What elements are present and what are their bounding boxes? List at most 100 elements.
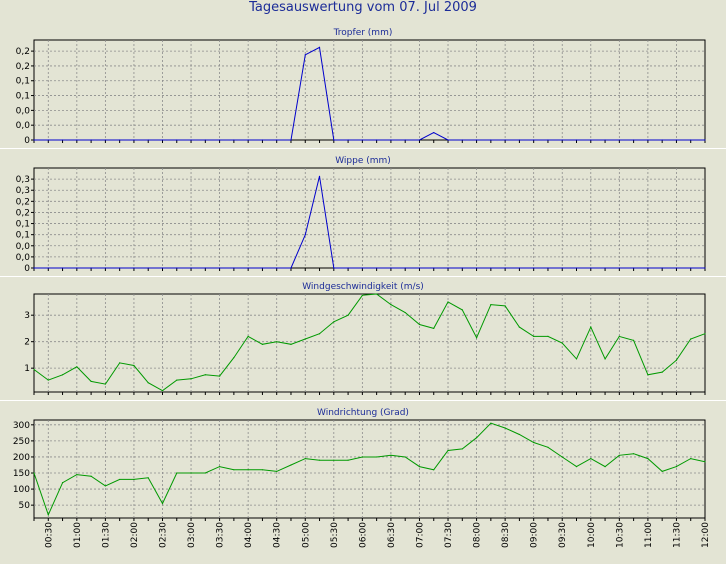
data-point bbox=[475, 267, 478, 269]
data-point bbox=[504, 139, 506, 141]
data-point bbox=[190, 139, 192, 141]
data-point bbox=[304, 457, 306, 460]
x-tick-label: 04:30 bbox=[273, 522, 283, 548]
data-point bbox=[690, 139, 692, 141]
y-tick-label: 0,1 bbox=[16, 220, 30, 230]
y-tick-label: 0,2 bbox=[16, 197, 30, 207]
data-point bbox=[276, 139, 278, 141]
data-point bbox=[161, 502, 164, 505]
data-point bbox=[233, 356, 235, 359]
y-tick-label: 0 bbox=[24, 264, 30, 274]
x-tick-label: 12:00 bbox=[701, 522, 711, 548]
data-point bbox=[304, 338, 306, 340]
data-point bbox=[333, 139, 335, 141]
data-point bbox=[347, 267, 349, 269]
data-point bbox=[290, 464, 292, 466]
data-point bbox=[133, 364, 135, 367]
data-point bbox=[675, 465, 678, 468]
x-tick-label: 08:30 bbox=[501, 522, 511, 548]
data-point bbox=[361, 267, 363, 269]
data-point bbox=[518, 433, 521, 436]
x-tick-label: 02:00 bbox=[130, 522, 140, 548]
x-tick-label: 03:00 bbox=[187, 522, 197, 548]
data-point bbox=[147, 382, 149, 384]
y-tick-label: 50 bbox=[19, 501, 31, 511]
x-tick-label: 10:00 bbox=[587, 522, 597, 548]
data-point bbox=[604, 267, 606, 269]
data-point bbox=[633, 339, 635, 341]
x-tick-label: 06:00 bbox=[358, 522, 368, 548]
data-point bbox=[504, 305, 506, 307]
x-tick-label: 04:00 bbox=[244, 522, 254, 548]
data-point bbox=[33, 139, 35, 141]
data-point bbox=[518, 139, 521, 141]
data-point bbox=[318, 459, 321, 461]
x-tick-label: 07:00 bbox=[415, 522, 425, 548]
data-point bbox=[633, 453, 635, 455]
data-point bbox=[76, 267, 78, 269]
data-point bbox=[218, 267, 221, 269]
data-point bbox=[590, 139, 592, 141]
data-point bbox=[690, 267, 692, 269]
data-point bbox=[276, 470, 278, 473]
y-tick-label: 0,0 bbox=[16, 121, 31, 131]
data-point bbox=[247, 139, 249, 141]
data-point bbox=[90, 267, 92, 269]
x-tick-label: 10:30 bbox=[615, 522, 625, 548]
data-point bbox=[47, 379, 49, 381]
data-point bbox=[161, 139, 164, 141]
data-point bbox=[247, 469, 249, 471]
y-tick-label: 3 bbox=[24, 311, 30, 321]
data-point bbox=[547, 267, 549, 269]
data-point bbox=[390, 454, 392, 456]
data-point bbox=[147, 477, 149, 479]
x-tick-label: 11:00 bbox=[644, 522, 654, 548]
data-point bbox=[90, 139, 92, 141]
chart-title: Wippe (mm) bbox=[335, 156, 391, 166]
y-tick-label: 100 bbox=[13, 485, 30, 495]
data-point bbox=[233, 139, 235, 141]
data-point bbox=[61, 374, 64, 376]
data-point bbox=[204, 374, 206, 376]
data-point bbox=[561, 139, 563, 141]
chart-panel-1: Tropfer (mm) 0 0,0 0,0 0,1 0,1 0,2 0,2 bbox=[16, 28, 706, 146]
data-point bbox=[518, 326, 521, 328]
y-tick-label: 1 bbox=[24, 364, 30, 374]
data-point bbox=[447, 449, 449, 452]
x-tick-label: 01:30 bbox=[101, 522, 111, 548]
y-tick-label: 0 bbox=[24, 136, 30, 146]
data-point bbox=[347, 314, 349, 316]
chart-panel-2: Wippe (mm)00,00,00,10,10,20,20,30,3 bbox=[16, 156, 706, 274]
x-tick-label: 01:00 bbox=[73, 522, 83, 548]
data-point bbox=[661, 470, 663, 473]
data-point bbox=[33, 472, 35, 474]
chart-title: Windrichtung (Grad) bbox=[317, 408, 409, 418]
y-tick-label: 0,1 bbox=[16, 92, 30, 102]
data-point bbox=[133, 139, 135, 141]
data-point bbox=[176, 379, 178, 381]
data-point bbox=[533, 441, 535, 444]
data-point bbox=[133, 267, 135, 269]
data-point bbox=[404, 311, 406, 314]
series-line bbox=[34, 46, 705, 141]
x-tick-label: 05:30 bbox=[330, 522, 340, 548]
data-point bbox=[461, 309, 463, 311]
y-tick-label: 0,2 bbox=[16, 47, 30, 57]
y-tick-label: 150 bbox=[13, 469, 30, 479]
data-point bbox=[647, 374, 649, 376]
data-point bbox=[190, 472, 192, 474]
x-tick-label: 07:30 bbox=[444, 522, 454, 548]
data-point bbox=[433, 327, 435, 330]
data-point bbox=[361, 294, 363, 296]
data-point bbox=[47, 267, 49, 269]
data-point bbox=[704, 461, 706, 463]
data-point bbox=[447, 267, 449, 269]
data-point bbox=[533, 335, 535, 337]
data-point bbox=[204, 139, 206, 141]
x-tick-label: 05:00 bbox=[301, 522, 311, 548]
data-point bbox=[347, 139, 349, 141]
data-point bbox=[418, 139, 421, 141]
data-point bbox=[290, 139, 292, 141]
data-point bbox=[433, 267, 435, 269]
data-point bbox=[404, 456, 406, 458]
